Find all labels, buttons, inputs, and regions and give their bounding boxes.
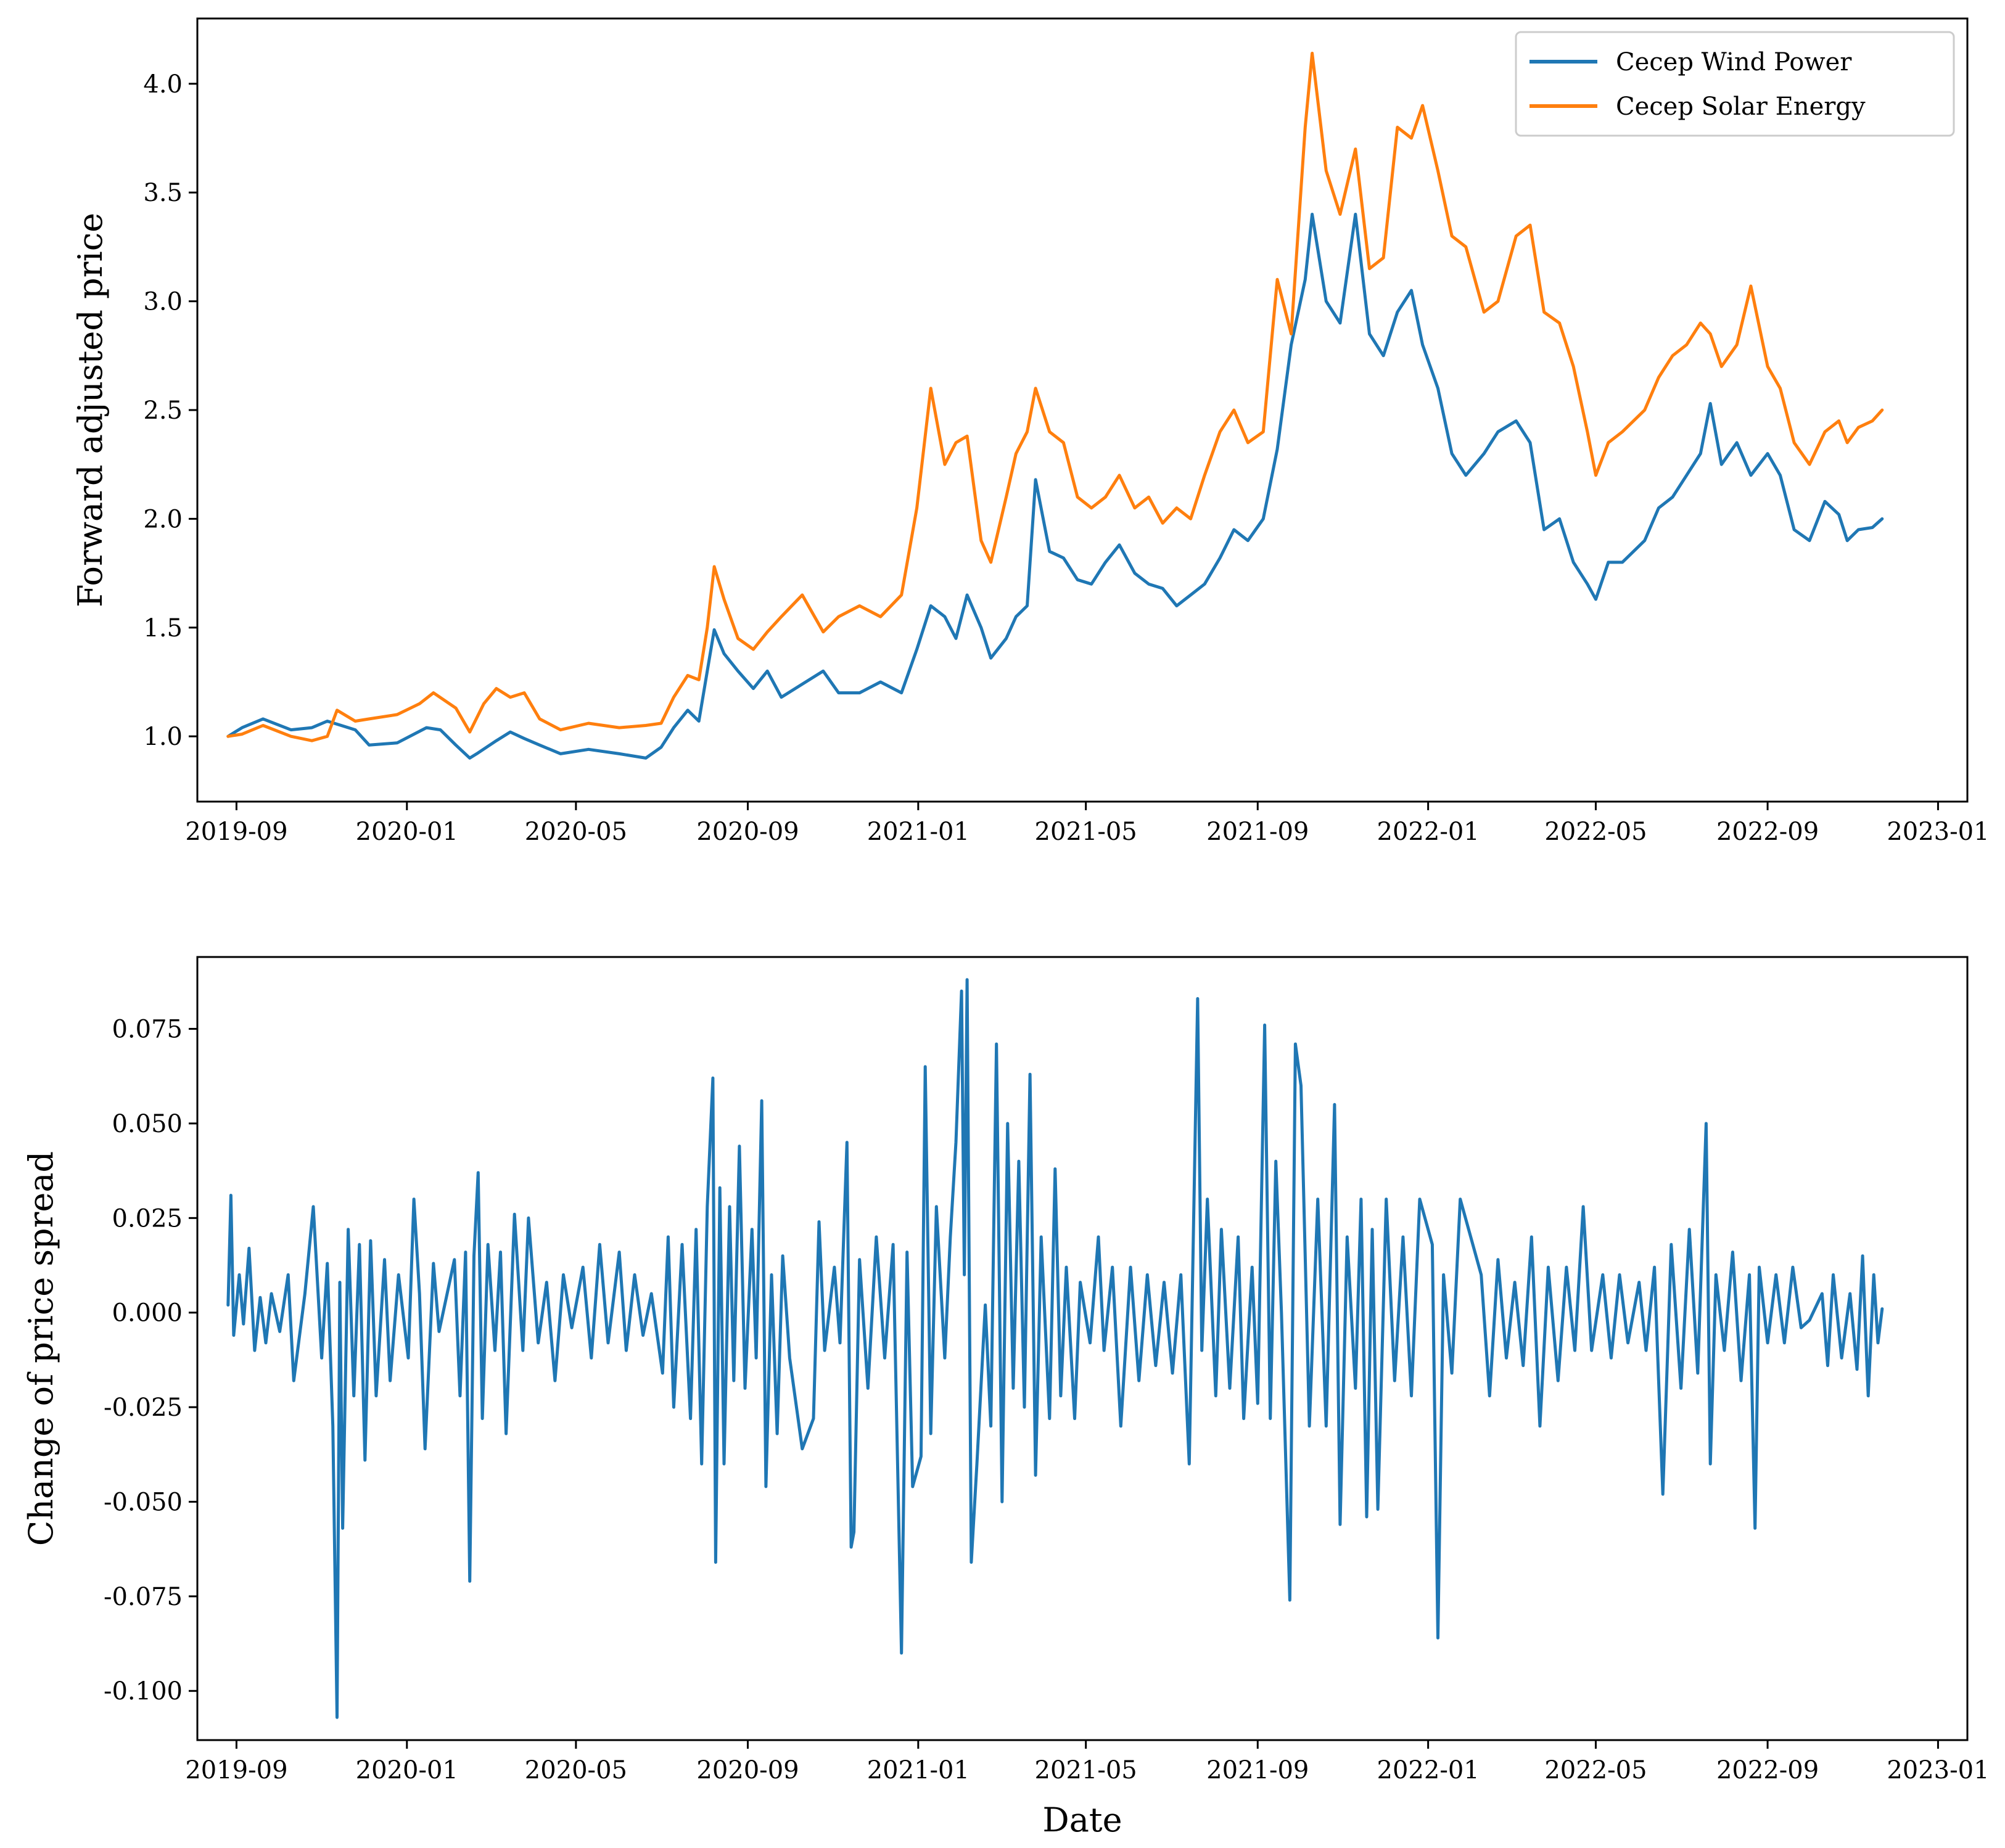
spread-x-tick-label: 2022-01 bbox=[1377, 1756, 1480, 1784]
price-x-tick-label: 2020-05 bbox=[525, 818, 627, 846]
price-x-tick-label: 2022-09 bbox=[1716, 818, 1819, 846]
price-y-tick-label: 1.0 bbox=[143, 723, 183, 751]
spread-x-ticks: 2019-09 2020-01 2020-05 2020-09 2021-01 2021-… bbox=[185, 1740, 1990, 1784]
price-y-tick-label: 1.5 bbox=[143, 614, 183, 643]
price-series-line-0 bbox=[226, 213, 1884, 760]
price-x-tick-label: 2021-09 bbox=[1206, 818, 1309, 846]
spread-y-tick-label: -0.025 bbox=[104, 1394, 183, 1422]
price-y-tick-label: 2.0 bbox=[143, 505, 183, 533]
spread-y-tick-label: -0.050 bbox=[104, 1488, 183, 1516]
spread-x-axis-label: Date bbox=[1042, 1801, 1122, 1839]
spread-series-line-0 bbox=[226, 978, 1884, 1719]
spread-x-tick-label: 2019-09 bbox=[185, 1756, 287, 1784]
spread-x-tick-label: 2022-09 bbox=[1716, 1756, 1819, 1784]
spread-y-tick-label: 0.025 bbox=[112, 1204, 183, 1233]
spread-x-tick-label: 2021-09 bbox=[1206, 1756, 1309, 1784]
legend-label-wind: Cecep Wind Power bbox=[1616, 48, 1852, 76]
price-x-tick-label: 2022-05 bbox=[1544, 818, 1647, 846]
spread-y-tick-label: 0.075 bbox=[112, 1016, 183, 1044]
price-y-tick-label: 3.0 bbox=[143, 288, 183, 316]
price-plot-frame bbox=[196, 17, 1969, 803]
price-y-tick-label: 2.5 bbox=[143, 396, 183, 425]
spread-y-axis-label: Change of price spread bbox=[22, 1151, 60, 1546]
price-x-tick-label: 2020-01 bbox=[356, 818, 458, 846]
price-chart: 1.0 1.5 2.0 2.5 3.0 3.5 4.0 2019-09 2020-01 2020… bbox=[71, 17, 1990, 846]
price-series-line-1 bbox=[226, 51, 1884, 742]
price-y-tick-label: 4.0 bbox=[143, 70, 183, 99]
spread-y-tick-label: -0.100 bbox=[104, 1677, 183, 1706]
spread-x-tick-label: 2021-05 bbox=[1035, 1756, 1137, 1784]
price-x-tick-label: 2020-09 bbox=[696, 818, 799, 846]
spread-series-line bbox=[226, 978, 1884, 1719]
spread-y-tick-label: 0.050 bbox=[112, 1110, 183, 1138]
price-x-ticks: 2019-09 2020-01 2020-05 2020-09 2021-01 2021-… bbox=[185, 802, 1990, 846]
price-y-tick-label: 3.5 bbox=[143, 179, 183, 207]
price-x-tick-label: 2022-01 bbox=[1377, 818, 1480, 846]
spread-chart: -0.100 -0.075 -0.050 -0.025 0.000 0.025 0.050 0… bbox=[22, 956, 1990, 1839]
spread-plot-frame bbox=[196, 956, 1969, 1741]
spread-x-tick-label: 2021-01 bbox=[867, 1756, 970, 1784]
price-y-axis-label: Forward adjusted price bbox=[71, 213, 110, 607]
legend-label-solar: Cecep Solar Energy bbox=[1616, 92, 1866, 121]
spread-y-tick-label: -0.075 bbox=[104, 1583, 183, 1611]
spread-y-ticks: -0.100 -0.075 -0.050 -0.025 0.000 0.025 0.050 0… bbox=[104, 1016, 197, 1706]
price-x-tick-label: 2021-01 bbox=[867, 818, 970, 846]
price-x-tick-label: 2021-05 bbox=[1035, 818, 1137, 846]
spread-x-tick-label: 2020-05 bbox=[525, 1756, 627, 1784]
spread-x-tick-label: 2020-01 bbox=[356, 1756, 458, 1784]
spread-x-tick-label: 2023-01 bbox=[1887, 1756, 1989, 1784]
spread-x-tick-label: 2020-09 bbox=[696, 1756, 799, 1784]
price-y-ticks: 1.0 1.5 2.0 2.5 3.0 3.5 4.0 bbox=[143, 70, 197, 751]
price-x-tick-label: 2023-01 bbox=[1887, 818, 1989, 846]
spread-y-tick-label: 0.000 bbox=[112, 1299, 183, 1328]
price-series-lines bbox=[226, 51, 1884, 760]
spread-x-tick-label: 2022-05 bbox=[1544, 1756, 1647, 1784]
price-x-tick-label: 2019-09 bbox=[185, 818, 287, 846]
legend: Cecep Wind Power Cecep Solar Energy bbox=[1515, 31, 1955, 137]
legend-box bbox=[1515, 31, 1955, 137]
